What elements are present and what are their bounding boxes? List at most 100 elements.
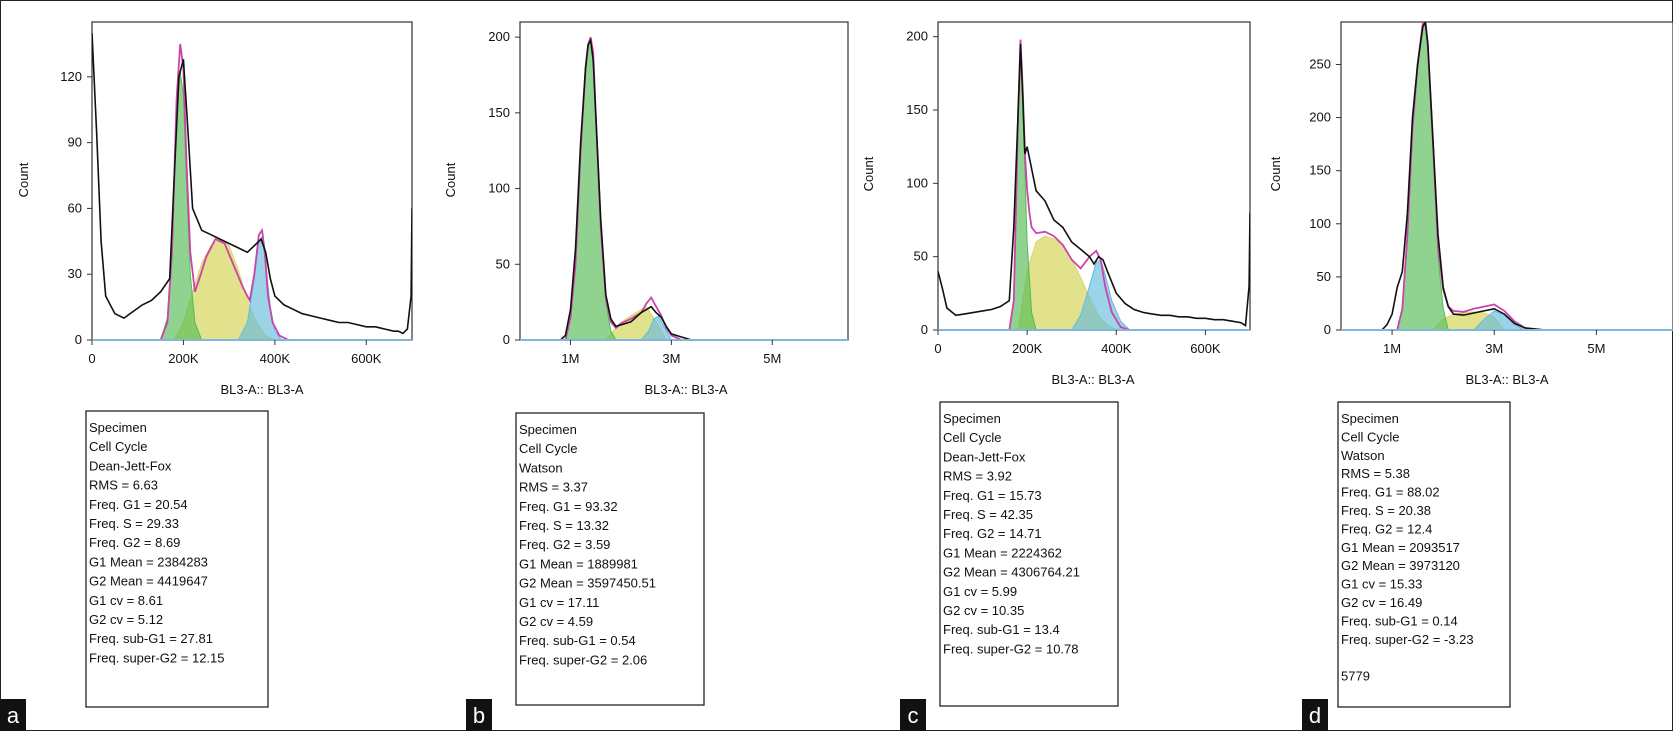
x-tick-label: 1M xyxy=(561,351,579,366)
stats-line: Freq. sub-G1 = 27.81 xyxy=(89,631,213,646)
x-tick-label: 5M xyxy=(763,351,781,366)
stats-line: Specimen xyxy=(89,420,147,435)
stats-line: Watson xyxy=(519,460,563,475)
stats-line: RMS = 3.37 xyxy=(519,480,588,495)
x-tick-label: 3M xyxy=(662,351,680,366)
stats-box xyxy=(1337,401,1511,708)
stats-line: G2 Mean = 3973120 xyxy=(1341,558,1460,573)
stats-line: Freq. S = 20.38 xyxy=(1341,503,1431,518)
stats-line: G1 cv = 8.61 xyxy=(89,593,163,608)
x-tick-label: 1M xyxy=(1383,341,1401,356)
stats-line: G2 Mean = 3597450.51 xyxy=(519,576,656,591)
x-axis-label: BL3-A:: BL3-A xyxy=(644,382,727,397)
stats-line: Cell Cycle xyxy=(1341,429,1400,444)
stats-line: Specimen xyxy=(519,422,577,437)
stats-line: G1 Mean = 2093517 xyxy=(1341,540,1460,555)
y-tick-label: 100 xyxy=(906,175,928,190)
panel-letter-bg xyxy=(0,699,26,731)
stats-line: Freq. S = 29.33 xyxy=(89,516,179,531)
stats-line: RMS = 3.92 xyxy=(943,469,1012,484)
y-tick-label: 0 xyxy=(1324,322,1331,337)
stats-line: G2 Mean = 4419647 xyxy=(89,574,208,589)
stats-line: Dean-Jett-Fox xyxy=(89,458,172,473)
y-tick-label: 150 xyxy=(906,102,928,117)
stats-line: Freq. G2 = 8.69 xyxy=(89,535,180,550)
y-tick-label: 100 xyxy=(488,181,510,196)
stats-line: G1 Mean = 2224362 xyxy=(943,545,1062,560)
series-data-line xyxy=(938,43,1250,328)
stats-line: Freq. S = 42.35 xyxy=(943,507,1033,522)
y-tick-label: 30 xyxy=(68,266,82,281)
stats-line: G1 cv = 17.11 xyxy=(519,595,599,610)
x-tick-label: 400K xyxy=(260,351,291,366)
stats-line: Freq. sub-G1 = 0.54 xyxy=(519,633,636,648)
y-tick-label: 60 xyxy=(68,200,82,215)
x-axis-label: BL3-A:: BL3-A xyxy=(1465,372,1548,387)
stats-line: G2 cv = 16.49 xyxy=(1341,595,1422,610)
stats-line: G2 cv = 5.12 xyxy=(89,612,163,627)
stats-line: Specimen xyxy=(1341,411,1399,426)
stats-line: Freq. super-G2 = 2.06 xyxy=(519,652,647,667)
y-axis-label: Count xyxy=(16,162,31,197)
stats-box xyxy=(85,410,269,708)
stats-line: Freq. sub-G1 = 13.4 xyxy=(943,622,1060,637)
x-tick-label: 600K xyxy=(1190,341,1221,356)
stats-line: G1 Mean = 1889981 xyxy=(519,556,638,571)
series-data-line xyxy=(520,37,848,340)
series-model-line xyxy=(159,43,289,340)
x-tick-label: 600K xyxy=(351,351,382,366)
stats-line: Watson xyxy=(1341,448,1385,463)
y-axis-label: Count xyxy=(443,162,458,197)
y-tick-label: 250 xyxy=(1309,56,1331,71)
series-data-line xyxy=(1381,22,1673,330)
y-tick-label: 200 xyxy=(1309,110,1331,125)
stats-line: Cell Cycle xyxy=(943,430,1002,445)
stats-line: G2 Mean = 4306764.21 xyxy=(943,565,1080,580)
stats-line: RMS = 6.63 xyxy=(89,478,158,493)
plot-frame xyxy=(519,21,849,341)
panel-letter: a xyxy=(7,703,20,728)
stats-line: Cell Cycle xyxy=(89,439,148,454)
series-group xyxy=(1381,22,1673,330)
panel-letter: b xyxy=(473,703,485,728)
stats-line: Freq. sub-G1 = 0.14 xyxy=(1341,613,1458,628)
stats-line: RMS = 5.38 xyxy=(1341,466,1410,481)
x-tick-label: 200K xyxy=(1012,341,1043,356)
x-axis-label: BL3-A:: BL3-A xyxy=(220,382,303,397)
series-group xyxy=(938,39,1250,330)
stats-line: Cell Cycle xyxy=(519,441,578,456)
y-tick-label: 90 xyxy=(68,135,82,150)
x-tick-label: 0 xyxy=(934,341,941,356)
stats-line: Freq. super-G2 = -3.23 xyxy=(1341,632,1474,647)
stats-line: Freq. super-G2 = 10.78 xyxy=(943,641,1079,656)
series-group xyxy=(92,32,412,340)
y-tick-label: 0 xyxy=(75,332,82,347)
stats-line: 5779 xyxy=(1341,669,1370,684)
stats-line: Freq. G1 = 88.02 xyxy=(1341,485,1440,500)
x-axis-label: BL3-A:: BL3-A xyxy=(1051,372,1134,387)
y-tick-label: 200 xyxy=(488,29,510,44)
panel-letter: d xyxy=(1309,703,1321,728)
panel-letter-bg xyxy=(900,699,926,731)
stats-line: Specimen xyxy=(943,411,1001,426)
stats-box xyxy=(939,401,1119,707)
y-tick-label: 0 xyxy=(503,332,510,347)
y-tick-label: 150 xyxy=(488,105,510,120)
x-tick-label: 200K xyxy=(168,351,199,366)
stats-line: Freq. G2 = 12.4 xyxy=(1341,521,1432,536)
y-axis-label: Count xyxy=(1268,156,1283,191)
x-tick-label: 3M xyxy=(1485,341,1503,356)
series-g2-area xyxy=(1071,258,1131,330)
stats-line: G1 cv = 5.99 xyxy=(943,584,1017,599)
series-data-line xyxy=(92,32,412,335)
y-tick-label: 120 xyxy=(60,69,82,84)
stats-line: Freq. S = 13.32 xyxy=(519,518,609,533)
panel-letter: c xyxy=(908,703,919,728)
panel-letter-bg xyxy=(466,699,492,731)
plot-frame xyxy=(1340,21,1673,331)
y-tick-label: 0 xyxy=(921,322,928,337)
